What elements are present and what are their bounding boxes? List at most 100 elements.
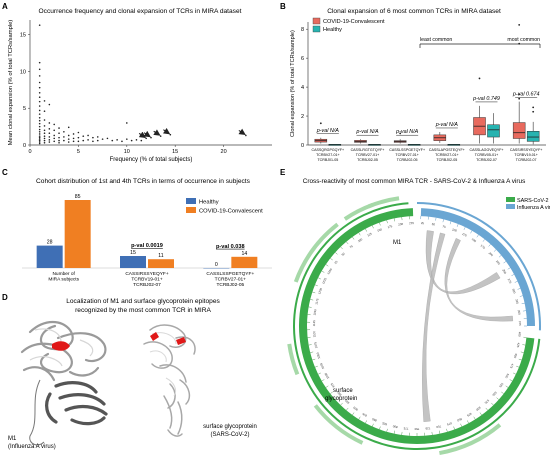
glycoprotein-label: surface glycoprotein — [203, 424, 257, 430]
legend-label-sars: SARS-CoV-2 — [517, 198, 548, 204]
ideogram-tick-label: 50 — [341, 251, 346, 256]
ideogram-tick-label: 900 — [352, 405, 359, 411]
ideogram-tick — [386, 220, 388, 224]
scatter-point — [58, 139, 60, 142]
scatter-point — [48, 122, 51, 124]
outer-segment-sars — [293, 222, 339, 283]
ideogram-tick — [518, 358, 522, 361]
ideogram-tick-label: 1125 — [312, 320, 316, 327]
ideogram-tick-label: 675 — [446, 421, 452, 426]
ideogram-tick — [507, 267, 511, 270]
scatter-point — [48, 103, 51, 106]
scatter-point — [38, 68, 41, 71]
x-axis-label: Frequency (% of total subjects) — [110, 157, 193, 163]
y-tick-label: 2 — [301, 114, 304, 120]
scatter-point — [38, 75, 41, 77]
healthy-box — [526, 131, 540, 142]
panel-e-letter: E — [280, 168, 286, 177]
scatter-point — [38, 128, 41, 131]
scatter-point — [77, 131, 80, 134]
ideogram-tick-label: 200 — [398, 222, 404, 227]
ideogram-tick — [453, 426, 455, 430]
bar-value-label: 15 — [130, 250, 136, 256]
outlier-point — [399, 132, 402, 135]
ideogram-tick — [318, 372, 321, 375]
ideogram-tick-label: 700 — [436, 424, 442, 429]
bar-covid — [148, 259, 174, 268]
ideogram-tick-label: 1175 — [314, 298, 319, 305]
scatter-point — [53, 123, 55, 126]
category-label: TCRBV19-01+ — [131, 277, 163, 283]
ideogram-tick-label: 50 — [431, 222, 435, 227]
bar-covid — [231, 256, 258, 268]
category-label: CASSLSSPGETQYF+ — [206, 271, 254, 277]
ideogram-tick-label: 1250 — [326, 267, 333, 275]
ideogram-tick — [310, 351, 314, 353]
ideogram-tick-label: 450 — [513, 353, 518, 359]
ideogram-tick-label: 775 — [403, 426, 409, 431]
category-label: TCRBJ02-05 — [357, 158, 378, 162]
legend-swatch-covid — [312, 17, 321, 25]
scatter-point — [43, 110, 46, 112]
scatter-point — [48, 139, 51, 141]
ideogram-tick-label: 925 — [344, 398, 351, 404]
pval-label: p-val 0.038 — [216, 244, 245, 250]
scatter-point — [38, 130, 41, 133]
scatter-point — [38, 141, 41, 143]
legend-swatch-sars — [506, 197, 515, 202]
ideogram-tick — [365, 420, 367, 424]
scatter-point — [48, 128, 51, 130]
scatter-point — [126, 138, 128, 140]
ideogram-tick — [498, 255, 502, 258]
scatter-point — [53, 129, 55, 132]
m1-epitope-highlight — [52, 341, 70, 351]
ideogram-tick-label: 75 — [442, 224, 447, 229]
category-label: TCRBV27-01+ — [316, 153, 339, 157]
y-tick-label: 10 — [20, 69, 26, 75]
glycoprotein-epitope-highlight-2 — [176, 337, 186, 345]
legend-label-healthy: Healthy — [199, 200, 219, 206]
scatter-point — [38, 142, 41, 145]
scatter-point — [72, 133, 75, 135]
scatter-point — [38, 113, 41, 115]
scatter-point — [38, 96, 41, 99]
ideogram-tick — [310, 299, 314, 301]
scatter-point — [135, 139, 138, 141]
x-tick-label: 0 — [28, 149, 31, 155]
chord-link-m1-glycoprotein — [422, 232, 446, 422]
scatter-point — [38, 86, 41, 89]
ideogram-tick — [456, 223, 459, 227]
y-axis-label: Mean clonal expansion (% of total TCRs/s… — [8, 20, 14, 146]
scatter-point — [43, 132, 46, 135]
ideogram-tick — [511, 274, 515, 276]
scatter-point — [48, 141, 51, 143]
scatter-point — [38, 105, 41, 107]
ideogram-tick — [439, 430, 441, 434]
ideogram-tick — [467, 420, 469, 424]
ideogram-tick-label: 850 — [371, 417, 377, 423]
scatter-point — [72, 140, 75, 143]
scatter-point — [111, 139, 114, 142]
ideogram-tick-label: 300 — [511, 288, 517, 294]
scatter-point — [38, 91, 41, 94]
ideogram-tick-label: 150 — [471, 237, 478, 243]
x-tick-label: 5 — [77, 149, 80, 155]
x-tick-label: 20 — [221, 149, 227, 155]
highlight-arrow — [162, 127, 171, 135]
scatter-point — [43, 139, 46, 142]
scatter-point — [38, 116, 41, 119]
ideogram-tick — [325, 385, 329, 388]
ideogram-tick — [335, 397, 338, 400]
scatter-point — [38, 81, 41, 84]
pval-label: p-val N/A — [395, 129, 419, 135]
outer-segment-sars — [287, 343, 300, 376]
chord-glycoprotein-label-sub: glycoprotein — [325, 396, 357, 402]
ideogram-tick-label: 1150 — [313, 309, 318, 316]
ideogram-tick-label: 1225 — [321, 277, 328, 285]
scatter-point — [92, 136, 94, 139]
ideogram-tick — [372, 225, 374, 229]
m1-protein-structure — [20, 320, 108, 446]
bracket-label-most: most common — [507, 37, 540, 43]
surface-glycoprotein-structure — [143, 324, 196, 437]
ideogram-tick — [312, 291, 316, 294]
